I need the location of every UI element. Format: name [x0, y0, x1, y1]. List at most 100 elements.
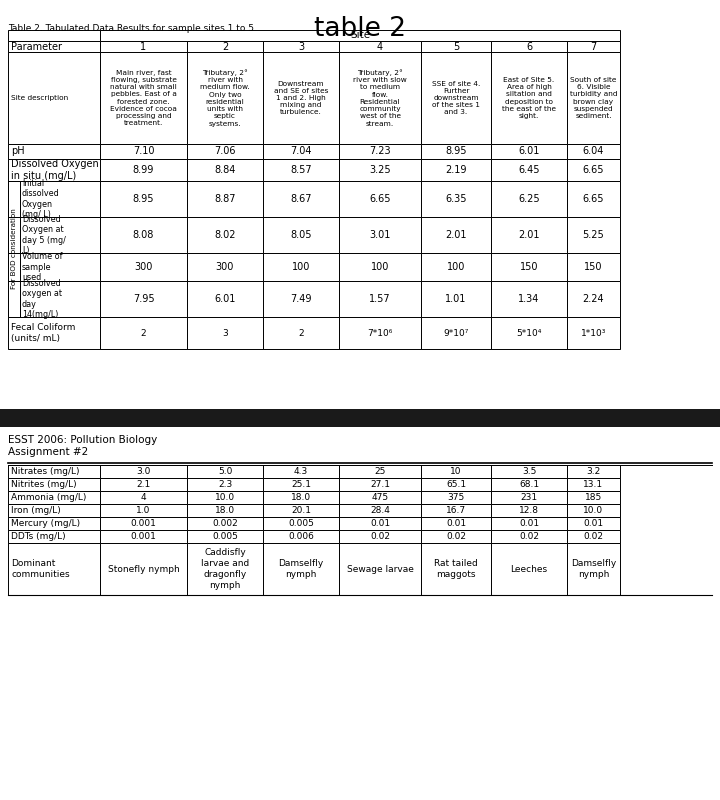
Text: 1*10³: 1*10³	[581, 329, 606, 338]
Text: 8.05: 8.05	[290, 230, 312, 240]
Bar	[100, 543, 187, 595]
Bar	[339, 543, 421, 595]
Text: 8.95: 8.95	[132, 194, 154, 204]
Text: 7: 7	[590, 42, 597, 51]
Text: 2: 2	[140, 329, 146, 338]
Bar	[491, 253, 567, 281]
Bar	[8, 517, 100, 530]
Text: Ammonia (mg/L): Ammonia (mg/L)	[11, 493, 86, 502]
Text: 150: 150	[584, 262, 603, 272]
Bar	[100, 491, 187, 504]
Text: 25.1: 25.1	[291, 480, 311, 489]
Bar	[20, 181, 100, 217]
Bar	[421, 52, 491, 144]
Text: 300: 300	[135, 262, 153, 272]
Bar	[421, 504, 491, 517]
Text: 1.01: 1.01	[445, 294, 467, 304]
Bar	[263, 52, 339, 144]
Bar	[421, 159, 491, 181]
Text: 0.001: 0.001	[130, 532, 156, 541]
Text: 2.24: 2.24	[582, 294, 604, 304]
Text: 100: 100	[371, 262, 390, 272]
Bar	[187, 517, 263, 530]
Bar	[187, 543, 263, 595]
Bar	[491, 317, 567, 349]
Text: 18.0: 18.0	[291, 493, 311, 502]
Text: 8.57: 8.57	[290, 165, 312, 175]
Bar	[187, 181, 263, 217]
Bar	[421, 41, 491, 52]
Text: 1.57: 1.57	[369, 294, 391, 304]
Text: Rat tailed
maggots: Rat tailed maggots	[434, 559, 478, 579]
Text: 3.25: 3.25	[369, 165, 391, 175]
Bar	[263, 530, 339, 543]
Bar	[8, 504, 100, 517]
Text: Damselfly
nymph: Damselfly nymph	[571, 559, 616, 579]
Text: 0.002: 0.002	[212, 519, 238, 528]
Text: Caddisfly
larvae and
dragonfly
nymph: Caddisfly larvae and dragonfly nymph	[201, 548, 249, 590]
Bar	[339, 52, 421, 144]
Text: table 2: table 2	[314, 16, 406, 42]
Bar	[8, 52, 100, 144]
Bar	[491, 517, 567, 530]
Bar	[187, 504, 263, 517]
Bar	[263, 478, 339, 491]
Text: 5: 5	[453, 42, 459, 51]
Bar	[421, 217, 491, 253]
Bar	[187, 478, 263, 491]
Text: 150: 150	[520, 262, 539, 272]
Bar	[187, 491, 263, 504]
Text: 28.4: 28.4	[370, 506, 390, 515]
Bar	[567, 491, 620, 504]
Text: 3: 3	[298, 42, 304, 51]
Bar	[8, 217, 20, 253]
Text: South of site
6. Visible
turbidity and
brown clay
suspended
sediment.: South of site 6. Visible turbidity and b…	[570, 77, 617, 119]
Text: Site: Site	[350, 30, 370, 41]
Text: Nitrates (mg/L): Nitrates (mg/L)	[11, 467, 79, 476]
Text: 8.08: 8.08	[132, 230, 154, 240]
Text: 5*10⁴: 5*10⁴	[516, 329, 541, 338]
Text: 0.01: 0.01	[583, 519, 603, 528]
Bar	[263, 317, 339, 349]
Text: 1: 1	[140, 42, 147, 51]
Text: 1.0: 1.0	[136, 506, 150, 515]
Text: 2.19: 2.19	[445, 165, 467, 175]
Text: 7.49: 7.49	[290, 294, 312, 304]
Bar	[491, 41, 567, 52]
Bar	[567, 52, 620, 144]
Text: 4.3: 4.3	[294, 467, 308, 476]
Text: 3.0: 3.0	[136, 467, 150, 476]
Bar	[263, 181, 339, 217]
Bar	[263, 217, 339, 253]
Text: 18.0: 18.0	[215, 506, 235, 515]
Text: For BOD consideration: For BOD consideration	[11, 209, 17, 290]
Bar	[20, 217, 100, 253]
Text: Tributary, 2°
river with slow
to medium
flow.
Residential
community
west of the
: Tributary, 2° river with slow to medium …	[353, 70, 407, 126]
Bar	[100, 181, 187, 217]
Bar	[100, 52, 187, 144]
Bar	[567, 159, 620, 181]
Text: 0.02: 0.02	[583, 532, 603, 541]
Text: Nitrites (mg/L): Nitrites (mg/L)	[11, 480, 76, 489]
Bar	[339, 465, 421, 478]
Bar	[567, 217, 620, 253]
Text: 9*10⁷: 9*10⁷	[444, 329, 469, 338]
Text: Table 2. Tabulated Data Results for sample sites 1 to 5: Table 2. Tabulated Data Results for samp…	[8, 24, 254, 33]
Bar	[8, 41, 100, 52]
Text: 0.001: 0.001	[130, 519, 156, 528]
Text: 8.99: 8.99	[132, 165, 154, 175]
Text: 2.01: 2.01	[518, 230, 540, 240]
Bar	[8, 281, 100, 317]
Text: 6.01: 6.01	[518, 146, 540, 157]
Text: ESST 2006: Pollution Biology: ESST 2006: Pollution Biology	[8, 435, 157, 445]
Bar	[567, 504, 620, 517]
Bar	[567, 478, 620, 491]
Bar	[421, 543, 491, 595]
Bar	[8, 253, 100, 281]
Bar	[339, 317, 421, 349]
Bar	[339, 517, 421, 530]
Bar	[100, 281, 187, 317]
Text: 5.0: 5.0	[218, 467, 232, 476]
Text: Initial
dissolved
Oxygen
(mg/ L): Initial dissolved Oxygen (mg/ L)	[22, 179, 60, 219]
Text: Dissolved Oxygen
in situ (mg/L): Dissolved Oxygen in situ (mg/L)	[11, 158, 99, 182]
